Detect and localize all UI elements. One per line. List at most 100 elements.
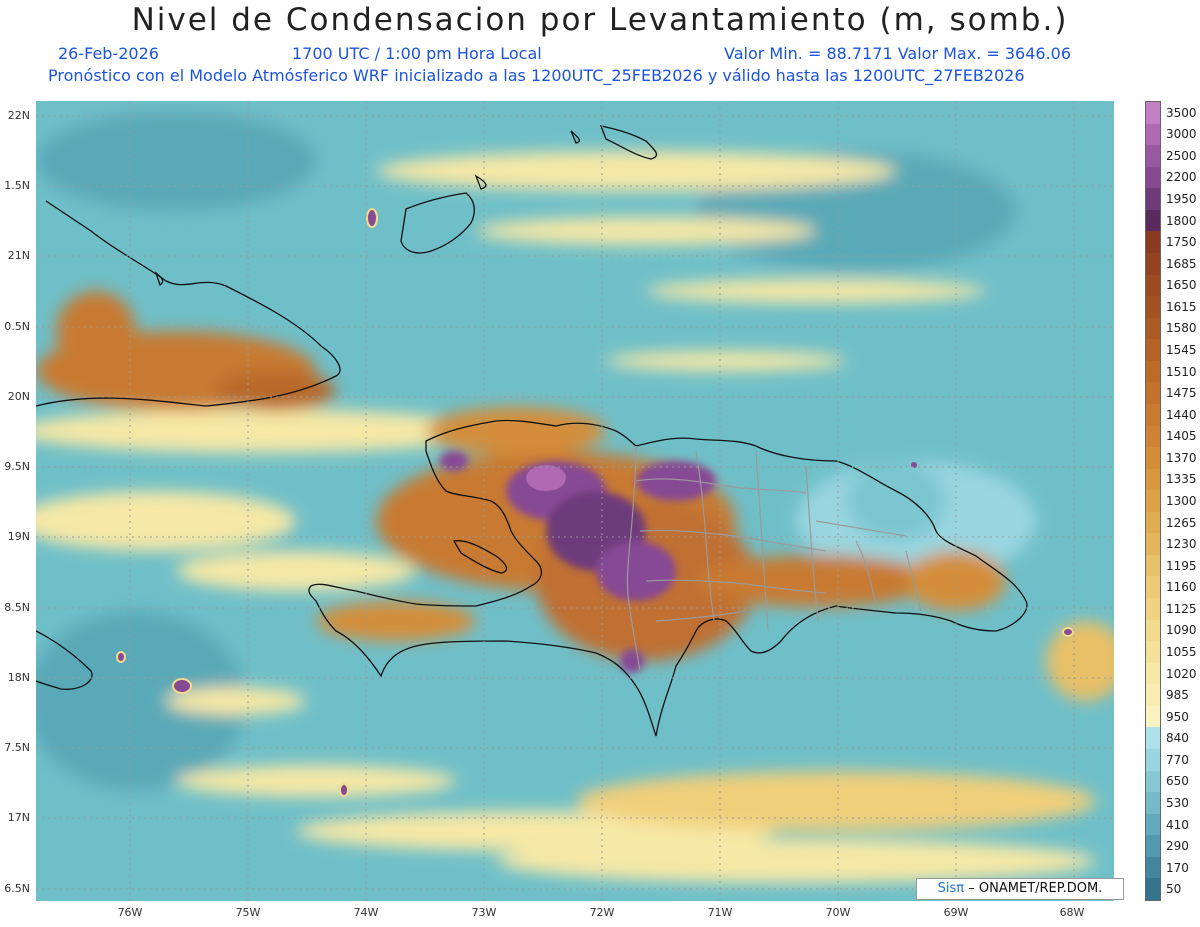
lon-label: 70W (825, 906, 851, 919)
value-range: Valor Min. = 88.7171 Valor Max. = 3646.0… (724, 44, 1072, 63)
colorbar-label: 1750 (1166, 235, 1197, 250)
colorbar-label: 1125 (1166, 601, 1197, 616)
colorbar-swatch (1146, 705, 1160, 728)
colorbar-label: 1090 (1166, 623, 1197, 638)
colorbar-label: 1230 (1166, 537, 1197, 552)
lat-label: 20N (7, 390, 30, 403)
lat-label: 1.5N (4, 179, 30, 192)
colorbar-label: 1545 (1166, 343, 1197, 358)
colorbar-label: 770 (1166, 752, 1189, 767)
model-info: Pronóstico con el Modelo Atmósferico WRF… (48, 66, 1025, 85)
lon-label: 76W (117, 906, 143, 919)
colorbar-swatch (1146, 641, 1160, 664)
colorbar-label: 1160 (1166, 580, 1197, 595)
map-canvas (36, 101, 1114, 901)
colorbar-label: 170 (1166, 860, 1189, 875)
colorbar-swatch (1146, 662, 1160, 685)
colorbar-label: 3500 (1166, 105, 1197, 120)
provincial-borders (626, 445, 922, 672)
colorbar-label: 985 (1166, 688, 1189, 703)
lon-label: 75W (235, 906, 261, 919)
lat-label: 7.5N (4, 741, 30, 754)
lcl-highs (440, 451, 716, 673)
colorbar-swatch (1146, 425, 1160, 448)
colorbar-swatch (1146, 490, 1160, 513)
map-svg (36, 101, 1114, 901)
colorbar-swatch (1146, 274, 1160, 297)
colorbar-swatch (1146, 554, 1160, 577)
colorbar-label: 650 (1166, 774, 1189, 789)
colorbar-swatch (1146, 382, 1160, 405)
colorbar-swatch (1146, 145, 1160, 168)
colorbar-label: 290 (1166, 839, 1189, 854)
colorbar-label: 1020 (1166, 666, 1197, 681)
colorbar-swatch (1146, 878, 1160, 901)
colorbar-swatch (1146, 188, 1160, 211)
colorbar-swatch (1146, 317, 1160, 340)
colorbar-swatch (1146, 533, 1160, 556)
colorbar-label: 950 (1166, 709, 1189, 724)
lat-label: 9.5N (4, 460, 30, 473)
forecast-time: 1700 UTC / 1:00 pm Hora Local (292, 44, 542, 63)
colorbar-label: 1510 (1166, 364, 1197, 379)
colorbar-label: 3000 (1166, 127, 1197, 142)
lat-label: 0.5N (4, 320, 30, 333)
colorbar-swatch (1146, 231, 1160, 254)
forecast-date: 26-Feb-2026 (58, 44, 159, 63)
credit-text: – ONAMET/REP.DOM. (968, 881, 1103, 896)
colorbar (1145, 101, 1161, 901)
colorbar-swatch (1146, 792, 1160, 815)
colorbar-swatch (1146, 619, 1160, 642)
sispi-logo: Sisπ (937, 881, 965, 896)
colorbar-label: 1195 (1166, 558, 1197, 573)
lat-label: 6.5N (4, 882, 30, 895)
colorbar-label: 1950 (1166, 192, 1197, 207)
colorbar-label: 410 (1166, 817, 1189, 832)
colorbar-swatch (1146, 835, 1160, 858)
lon-label: 69W (943, 906, 969, 919)
lon-label: 68W (1059, 906, 1085, 919)
colorbar-swatch (1146, 749, 1160, 772)
lat-label: 19N (7, 530, 30, 543)
colorbar-label: 1300 (1166, 494, 1197, 508)
colorbar-swatch (1146, 209, 1160, 232)
colorbar-swatch (1146, 123, 1160, 146)
lon-label: 71W (707, 906, 733, 919)
colorbar-label: 1650 (1166, 278, 1197, 293)
colorbar-label: 1580 (1166, 321, 1197, 336)
graticule (36, 101, 1114, 901)
colorbar-swatch (1146, 598, 1160, 621)
colorbar-swatch (1146, 403, 1160, 426)
colorbar-label: 2200 (1166, 170, 1197, 185)
coastlines (36, 125, 1028, 737)
colorbar-swatch (1146, 296, 1160, 319)
colorbar-label: 50 (1166, 882, 1182, 897)
lcl-spots (116, 208, 1074, 797)
colorbar-swatch (1146, 252, 1160, 276)
lat-label: 8.5N (4, 601, 30, 614)
credit-box: Sisπ – ONAMET/REP.DOM. (916, 878, 1124, 900)
lon-label: 74W (353, 906, 379, 919)
colorbar-label: 1615 (1166, 299, 1197, 314)
colorbar-swatch (1146, 102, 1160, 125)
colorbar-swatch (1146, 684, 1160, 707)
colorbar-label: 1370 (1166, 450, 1197, 465)
colorbar-label: 1335 (1166, 472, 1197, 487)
map-title: Nivel de Condensacion por Levantamiento … (131, 2, 1069, 38)
colorbar-swatch (1146, 856, 1160, 879)
colorbar-swatch (1146, 360, 1160, 383)
colorbar-label: 1475 (1166, 386, 1197, 401)
colorbar-swatch (1146, 468, 1160, 491)
colorbar-label: 1055 (1166, 644, 1197, 659)
colorbar-swatch (1146, 813, 1160, 836)
colorbar-swatch (1146, 511, 1160, 534)
colorbar-label: 1440 (1166, 407, 1197, 422)
colorbar-label: 2500 (1166, 148, 1197, 163)
lon-label: 72W (589, 906, 615, 919)
colorbar-label: 840 (1166, 731, 1189, 746)
colorbar-swatch (1146, 447, 1160, 470)
colorbar-swatch (1146, 770, 1160, 793)
lon-label: 73W (471, 906, 497, 919)
colorbar-label: 1265 (1166, 515, 1197, 530)
colorbar-swatch (1146, 727, 1160, 750)
